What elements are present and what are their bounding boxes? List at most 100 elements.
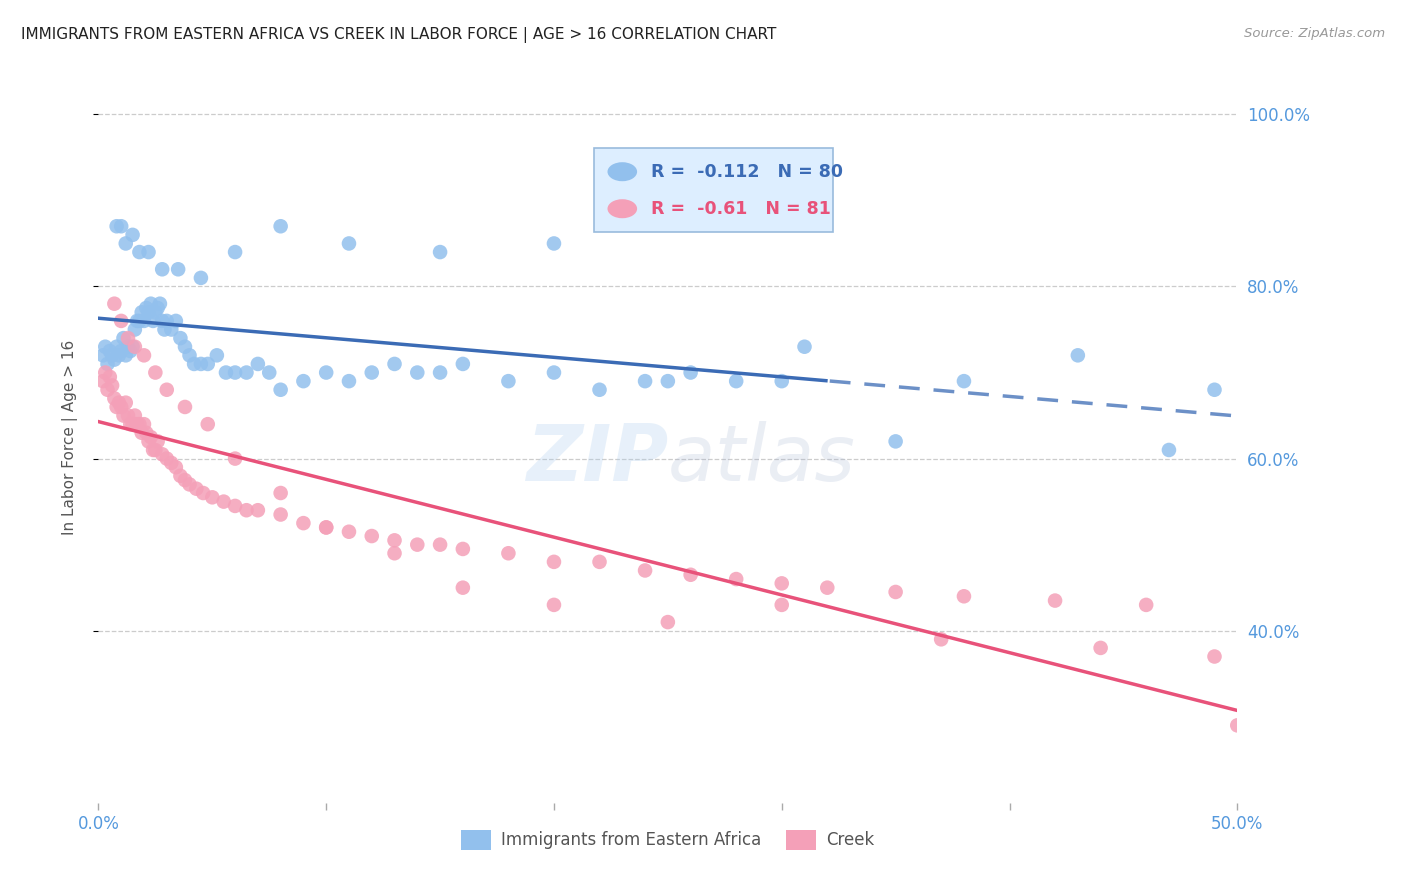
- Point: [634, 374, 657, 388]
- Point: [929, 632, 952, 647]
- Point: [429, 366, 451, 380]
- Point: [112, 409, 135, 423]
- Point: [103, 392, 125, 406]
- Point: [543, 598, 565, 612]
- Point: [114, 236, 136, 251]
- Point: [114, 348, 136, 362]
- Point: [156, 451, 179, 466]
- Point: [174, 340, 197, 354]
- Point: [725, 572, 748, 586]
- Point: [103, 296, 125, 310]
- Point: [224, 451, 246, 466]
- Point: [110, 344, 132, 359]
- Point: [108, 348, 131, 362]
- Point: [190, 357, 212, 371]
- Point: [105, 400, 128, 414]
- Point: [406, 366, 429, 380]
- Point: [146, 301, 169, 315]
- Point: [128, 314, 150, 328]
- Point: [142, 314, 165, 328]
- Point: [235, 503, 257, 517]
- Point: [770, 598, 793, 612]
- Point: [770, 576, 793, 591]
- Point: [174, 473, 197, 487]
- Point: [135, 425, 157, 440]
- Point: [193, 486, 215, 500]
- Point: [145, 305, 167, 319]
- Point: [429, 245, 451, 260]
- Point: [150, 447, 173, 461]
- Point: [146, 434, 169, 449]
- Point: [588, 383, 610, 397]
- Point: [292, 374, 315, 388]
- Point: [270, 508, 292, 522]
- Point: [149, 296, 172, 310]
- Point: [124, 322, 146, 336]
- Point: [160, 456, 183, 470]
- Point: [292, 516, 315, 530]
- Point: [315, 520, 337, 534]
- Point: [1157, 442, 1180, 457]
- Point: [117, 409, 139, 423]
- Point: [235, 366, 257, 380]
- Point: [132, 417, 155, 432]
- Point: [132, 348, 155, 362]
- Point: [1067, 348, 1090, 362]
- Point: [142, 442, 165, 457]
- Point: [1090, 640, 1112, 655]
- Point: [270, 486, 292, 500]
- Point: [815, 581, 838, 595]
- Point: [96, 357, 118, 371]
- Point: [138, 305, 160, 319]
- Point: [117, 331, 139, 345]
- Point: [105, 340, 128, 354]
- Point: [406, 538, 429, 552]
- Text: R =  -0.61   N = 81: R = -0.61 N = 81: [651, 200, 831, 218]
- Point: [145, 442, 167, 457]
- Point: [197, 417, 219, 432]
- Point: [360, 366, 382, 380]
- Point: [224, 245, 246, 260]
- Point: [169, 331, 191, 345]
- Point: [91, 374, 114, 388]
- Point: [1204, 383, 1226, 397]
- Point: [124, 340, 146, 354]
- Point: [139, 430, 162, 444]
- Point: [165, 460, 187, 475]
- Point: [1204, 649, 1226, 664]
- Point: [128, 245, 150, 260]
- Point: [770, 374, 793, 388]
- Point: [108, 395, 131, 409]
- Point: [884, 585, 907, 599]
- Point: [246, 357, 269, 371]
- Point: [110, 314, 132, 328]
- Point: [190, 271, 212, 285]
- Point: [224, 366, 246, 380]
- Point: [150, 262, 173, 277]
- Point: [112, 331, 135, 345]
- Point: [498, 546, 520, 560]
- Point: [110, 219, 132, 234]
- Point: [98, 344, 121, 359]
- Point: [150, 314, 173, 328]
- Point: [1226, 718, 1249, 732]
- Point: [657, 374, 679, 388]
- Point: [160, 322, 183, 336]
- Point: [259, 366, 281, 380]
- Point: [451, 357, 474, 371]
- Point: [110, 400, 132, 414]
- Text: R =  -0.112   N = 80: R = -0.112 N = 80: [651, 162, 842, 181]
- Point: [103, 352, 125, 367]
- Point: [543, 555, 565, 569]
- Point: [793, 340, 815, 354]
- Point: [91, 348, 114, 362]
- Text: ZIP: ZIP: [526, 421, 668, 497]
- Point: [212, 494, 235, 508]
- Legend: Immigrants from Eastern Africa, Creek: Immigrants from Eastern Africa, Creek: [454, 823, 882, 856]
- Point: [94, 366, 117, 380]
- Point: [138, 434, 160, 449]
- Point: [96, 383, 118, 397]
- Point: [138, 245, 160, 260]
- Point: [634, 564, 657, 578]
- Point: [101, 378, 124, 392]
